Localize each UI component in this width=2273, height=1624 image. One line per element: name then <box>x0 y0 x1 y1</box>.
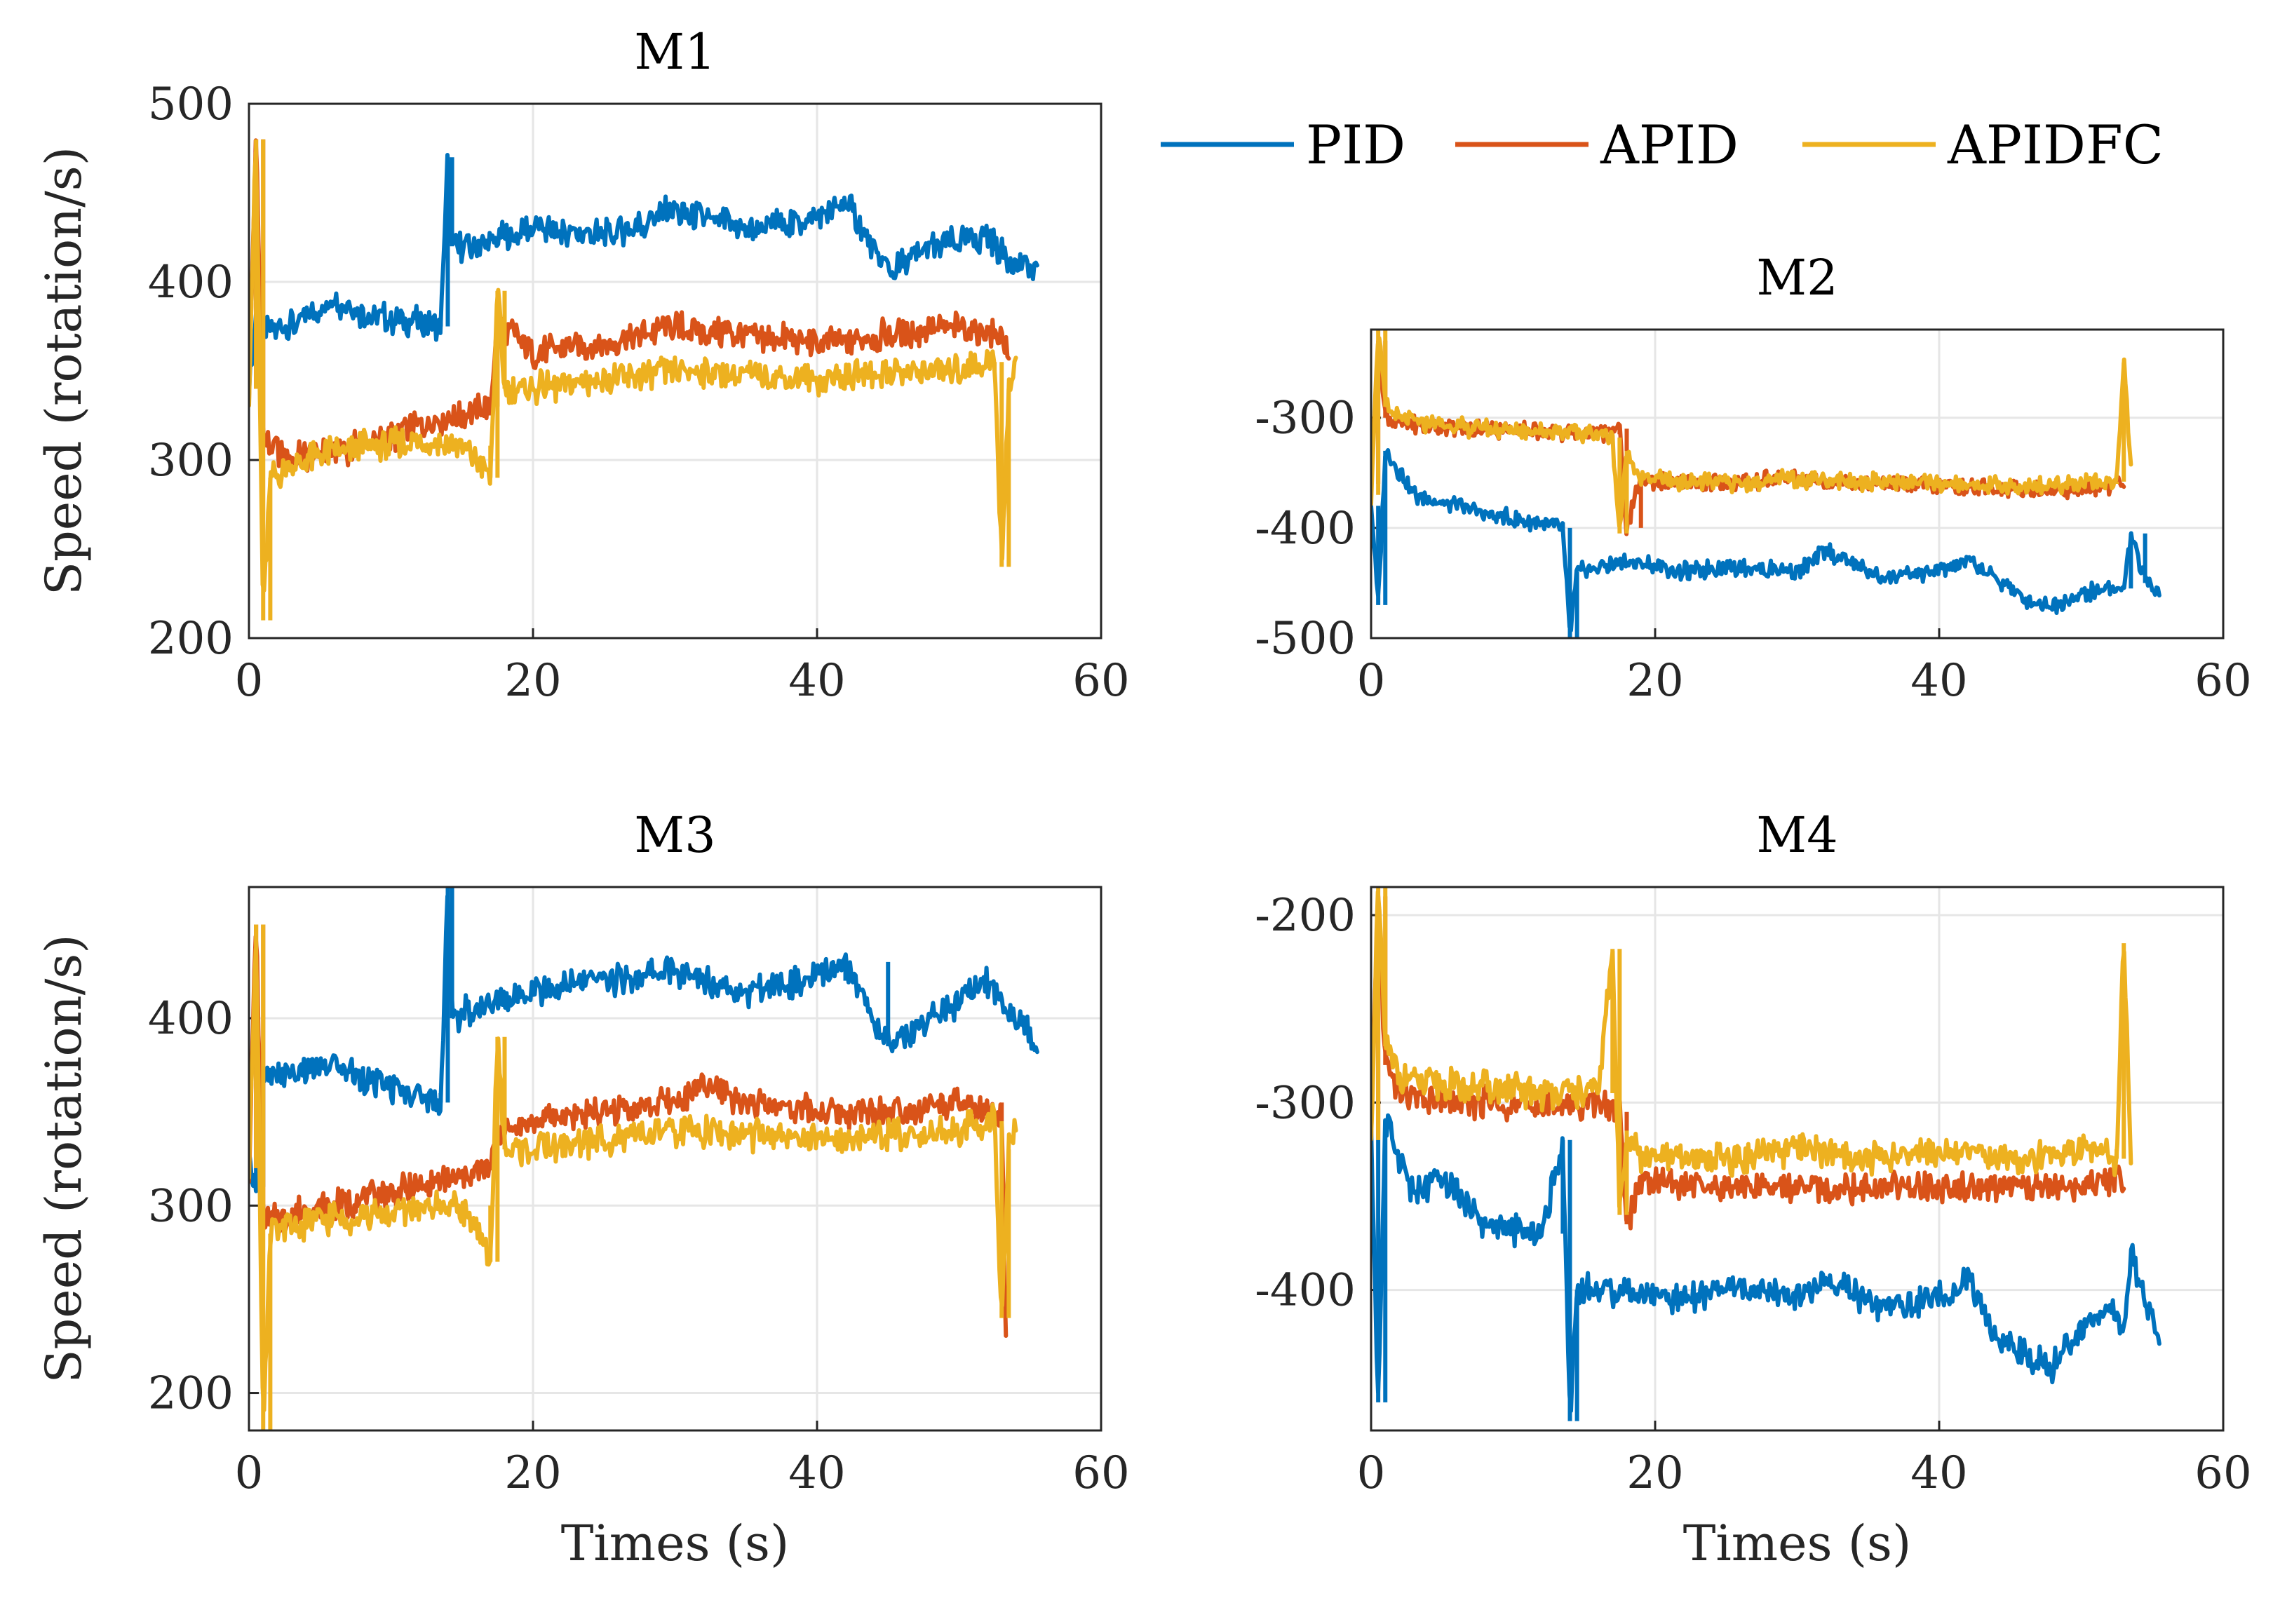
series-line-pid <box>1371 448 2161 632</box>
axes-frame <box>1370 886 2225 1432</box>
x-tick-label: 20 <box>504 1447 561 1499</box>
series-line-apidfc <box>1371 889 2133 1209</box>
legend: PID APID APIDFC <box>1161 114 2164 176</box>
x-tick-label: 40 <box>788 655 845 707</box>
x-tick-label: 20 <box>504 655 561 707</box>
y-tick-label: 400 <box>148 993 234 1045</box>
y-tick-label: 200 <box>148 613 234 665</box>
x-tick-label: 60 <box>2194 655 2251 707</box>
series-line-pid <box>249 894 1039 1193</box>
legend-label-apidfc: APIDFC <box>1947 114 2164 176</box>
axes-frame <box>1370 328 2225 640</box>
y-tick-label: 300 <box>148 435 234 487</box>
series-line-apid <box>249 138 1011 473</box>
y-axis-label: Speed (rotation/s) <box>35 147 93 595</box>
x-tick-label: 0 <box>1357 1447 1386 1499</box>
legend-label-pid: PID <box>1306 114 1405 176</box>
x-tick-label: 40 <box>788 1447 845 1499</box>
y-tick-label: -300 <box>1255 393 1356 445</box>
y-tick-label: -300 <box>1255 1077 1356 1129</box>
series-group <box>249 138 1039 621</box>
y-tick-label: 300 <box>148 1180 234 1232</box>
y-tick-label: -500 <box>1255 613 1356 665</box>
subplot-m2: 0 20 40 60 -500 -400 -300 M2 <box>1255 249 2252 707</box>
subplot-title: M3 <box>634 806 715 864</box>
series-line-apid <box>1371 339 2126 536</box>
series-line-apidfc <box>249 947 1018 1412</box>
y-tick-label: -400 <box>1255 503 1356 555</box>
y-tick-label: 400 <box>148 257 234 309</box>
x-tick-label: 60 <box>2194 1447 2251 1499</box>
y-axis-label: Speed (rotation/s) <box>35 934 93 1383</box>
x-tick-label: 20 <box>1626 1447 1683 1499</box>
x-axis-label: Times (s) <box>1683 1515 1912 1572</box>
series-line-apidfc <box>249 150 1018 593</box>
series-line-pid <box>249 153 1039 398</box>
series-group <box>1371 330 2161 638</box>
subplot-m1: 0 20 40 60 200 300 400 500 M1 Speed (rotation/s) <box>35 23 1130 707</box>
x-tick-label: 60 <box>1072 655 1129 707</box>
x-tick-label: 40 <box>1910 655 1967 707</box>
series-line-apidfc <box>1371 336 2133 529</box>
series-group <box>249 887 1039 1430</box>
axes-frame <box>248 886 1102 1432</box>
y-tick-label: -200 <box>1255 890 1356 942</box>
axes-frame <box>248 102 1102 640</box>
x-tick-label: 60 <box>1072 1447 1129 1499</box>
x-tick-label: 20 <box>1626 655 1683 707</box>
x-tick-label: 0 <box>235 655 264 707</box>
y-tick-label: -400 <box>1255 1265 1356 1317</box>
series-line-apid <box>1371 906 2126 1231</box>
x-tick-label: 0 <box>235 1447 264 1499</box>
y-tick-label: 200 <box>148 1368 234 1420</box>
subplot-title: M1 <box>634 23 715 81</box>
x-axis-label: Times (s) <box>561 1515 790 1572</box>
series-group <box>1371 887 2161 1421</box>
x-tick-label: 40 <box>1910 1447 1967 1499</box>
subplot-title: M2 <box>1756 249 1837 306</box>
y-tick-label: 500 <box>148 79 234 130</box>
series-line-pid <box>1371 1113 2161 1414</box>
subplot-title: M4 <box>1756 806 1837 864</box>
subplot-m3: 0 20 40 60 200 300 400 M3 Times (s) Speed (rotati… <box>35 806 1130 1572</box>
x-tick-label: 0 <box>1357 655 1386 707</box>
legend-label-apid: APID <box>1600 114 1739 176</box>
subplot-m4: 0 20 40 60 -400 -300 -200 M4 Times (s) <box>1255 806 2252 1572</box>
